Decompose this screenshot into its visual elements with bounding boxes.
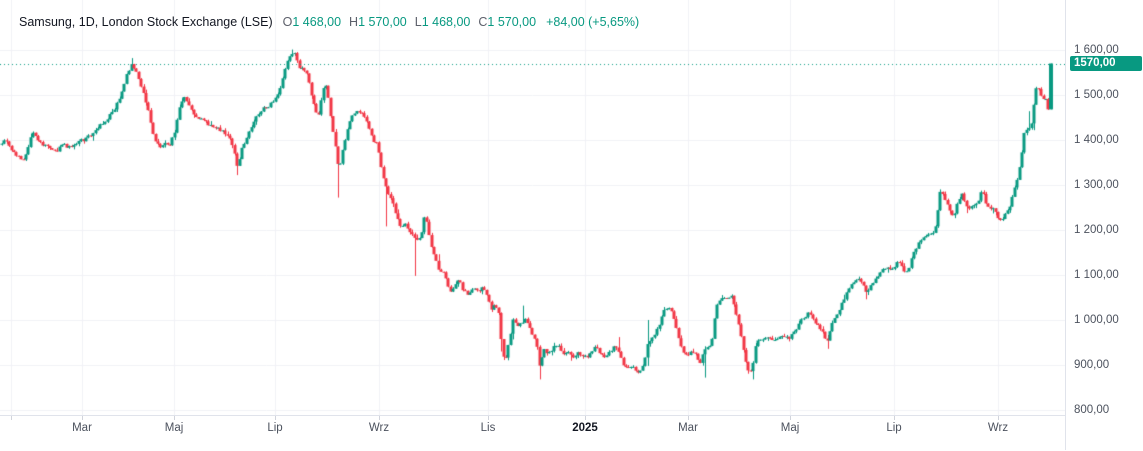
time-tick-label: Mar <box>678 422 698 434</box>
ohlc-letter: O <box>282 15 293 29</box>
price-tick-label: 1 300,00 <box>1074 179 1119 191</box>
ohlc-value: 1 468,00 <box>292 15 342 29</box>
time-tick-label: Lip <box>267 422 283 434</box>
time-tick-label: Mar <box>72 422 92 434</box>
time-tick-label: Wrz <box>987 422 1009 434</box>
price-tick-label: 1 000,00 <box>1074 314 1119 326</box>
time-tick-mark <box>488 416 489 420</box>
candlestick-chart[interactable] <box>0 0 1065 415</box>
ohlc-value: 1 468,00 <box>421 15 471 29</box>
symbol-title[interactable]: Samsung, 1D, London Stock Exchange (LSE) <box>19 15 273 29</box>
ohlc-letter: H <box>349 15 359 29</box>
ohlc-pair: H1 570,00 <box>349 15 407 29</box>
change-value: +84,00 (+5,65%) <box>546 15 640 29</box>
axis-corner <box>1065 415 1143 450</box>
time-tick-mark <box>585 416 586 420</box>
time-tick-label: Maj <box>780 422 800 434</box>
time-tick-mark <box>11 416 12 420</box>
time-tick-mark <box>688 416 689 420</box>
time-tick-label: 2025 <box>572 422 598 434</box>
price-tick-label: 800,00 <box>1074 404 1110 416</box>
time-tick-mark <box>174 416 175 420</box>
last-price-badge: 1570,00 <box>1070 56 1142 71</box>
ohlc-letter: L <box>414 15 422 29</box>
time-tick-mark <box>894 416 895 420</box>
price-tick-label: 1 400,00 <box>1074 134 1119 146</box>
time-tick-mark <box>379 416 380 420</box>
price-axis[interactable]: 1570,00 1 600,00 1 500,00 1 400,00 1 300,00… <box>1065 0 1143 416</box>
time-tick-label: Lis <box>480 422 496 434</box>
ohlc-pair: L1 468,00 <box>415 15 471 29</box>
ohlc-value: 1 570,00 <box>358 15 407 29</box>
symbol-legend: Samsung, 1D, London Stock Exchange (LSE)… <box>19 13 639 31</box>
price-tick-label: 1 100,00 <box>1074 269 1119 281</box>
ohlc-values: O1 468,00 H1 570,00 L1 468,00 C1 570,00 <box>283 15 544 29</box>
time-tick-mark <box>998 416 999 420</box>
time-tick-mark <box>790 416 791 420</box>
price-tick-label: 900,00 <box>1074 359 1110 371</box>
ohlc-letter: C <box>478 15 488 29</box>
ohlc-pair: O1 468,00 <box>283 15 341 29</box>
time-tick-label: Wrz <box>368 422 390 434</box>
time-tick-mark <box>275 416 276 420</box>
time-tick-mark <box>82 416 83 420</box>
time-tick-label: Maj <box>164 422 184 434</box>
time-axis[interactable]: Mar Maj Lip Wrz Lis 2025 Mar Maj Lip Wrz <box>0 415 1143 451</box>
price-tick-label: 1 200,00 <box>1074 224 1119 236</box>
price-tick-label: 1 600,00 <box>1074 44 1119 56</box>
price-tick-label: 1 500,00 <box>1074 89 1119 101</box>
time-tick-label: Lip <box>886 422 902 434</box>
ohlc-value: 1 570,00 <box>487 15 537 29</box>
ohlc-pair: C1 570,00 <box>478 15 536 29</box>
